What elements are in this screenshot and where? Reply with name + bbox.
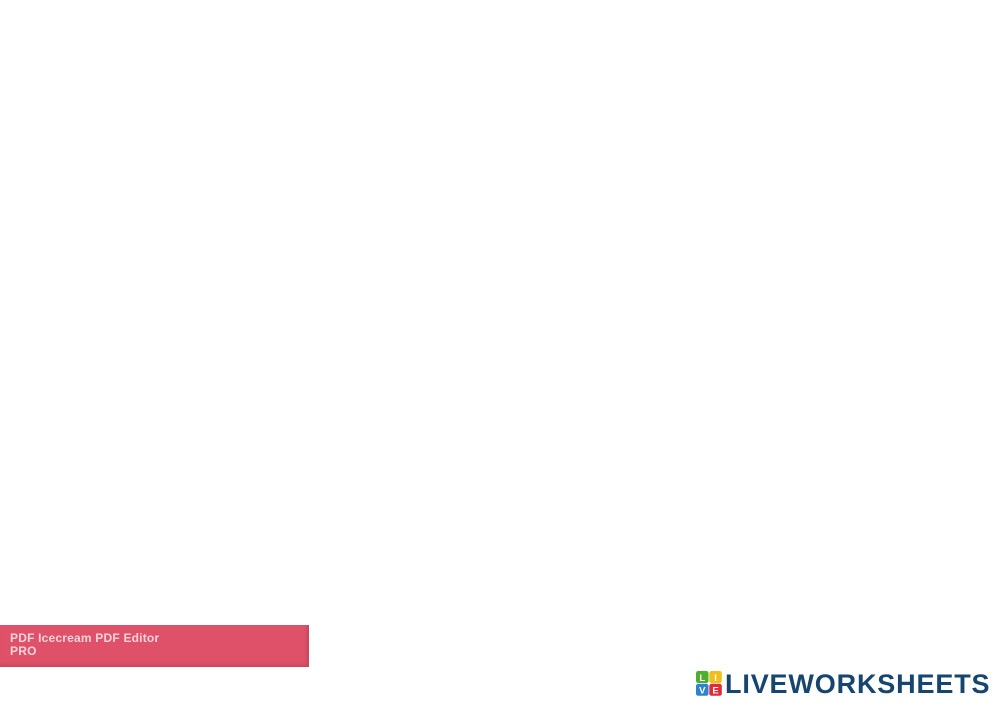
svg-text:V: V	[699, 686, 706, 697]
svg-text:E: E	[712, 686, 718, 697]
svg-text:I: I	[714, 673, 717, 684]
svg-text:LIVEWORKSHEETS: LIVEWORKSHEETS	[725, 671, 990, 699]
svg-text:L: L	[699, 673, 705, 684]
